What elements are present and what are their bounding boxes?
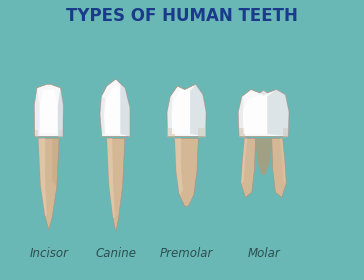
Polygon shape (198, 128, 206, 138)
Polygon shape (100, 97, 105, 137)
Polygon shape (241, 138, 247, 183)
Polygon shape (175, 138, 183, 195)
Polygon shape (260, 90, 267, 95)
Text: Premolar: Premolar (160, 247, 213, 260)
Polygon shape (120, 84, 130, 137)
Polygon shape (34, 88, 40, 137)
Text: Canine: Canine (95, 247, 136, 260)
Polygon shape (52, 138, 59, 186)
Polygon shape (190, 84, 206, 137)
Polygon shape (104, 84, 120, 134)
Polygon shape (241, 138, 256, 197)
Polygon shape (107, 138, 125, 232)
Text: TYPES OF HUMAN TEETH: TYPES OF HUMAN TEETH (66, 7, 298, 25)
Polygon shape (167, 84, 206, 137)
Polygon shape (239, 128, 245, 138)
Polygon shape (243, 95, 267, 134)
Polygon shape (238, 97, 244, 137)
Polygon shape (38, 138, 47, 217)
Text: Incisor: Incisor (29, 247, 68, 260)
Polygon shape (34, 84, 63, 137)
Polygon shape (40, 90, 58, 133)
Polygon shape (58, 88, 63, 137)
Polygon shape (167, 128, 175, 138)
Polygon shape (171, 90, 190, 134)
Polygon shape (100, 79, 130, 137)
Polygon shape (175, 138, 198, 206)
Polygon shape (282, 128, 288, 138)
Polygon shape (267, 90, 289, 137)
Polygon shape (280, 138, 286, 183)
Polygon shape (59, 130, 63, 138)
Polygon shape (238, 90, 289, 137)
Polygon shape (167, 97, 172, 137)
Polygon shape (35, 130, 38, 138)
Polygon shape (272, 138, 286, 197)
Polygon shape (38, 138, 59, 230)
Text: Molar: Molar (247, 247, 280, 260)
Polygon shape (256, 138, 272, 175)
Polygon shape (107, 138, 115, 218)
